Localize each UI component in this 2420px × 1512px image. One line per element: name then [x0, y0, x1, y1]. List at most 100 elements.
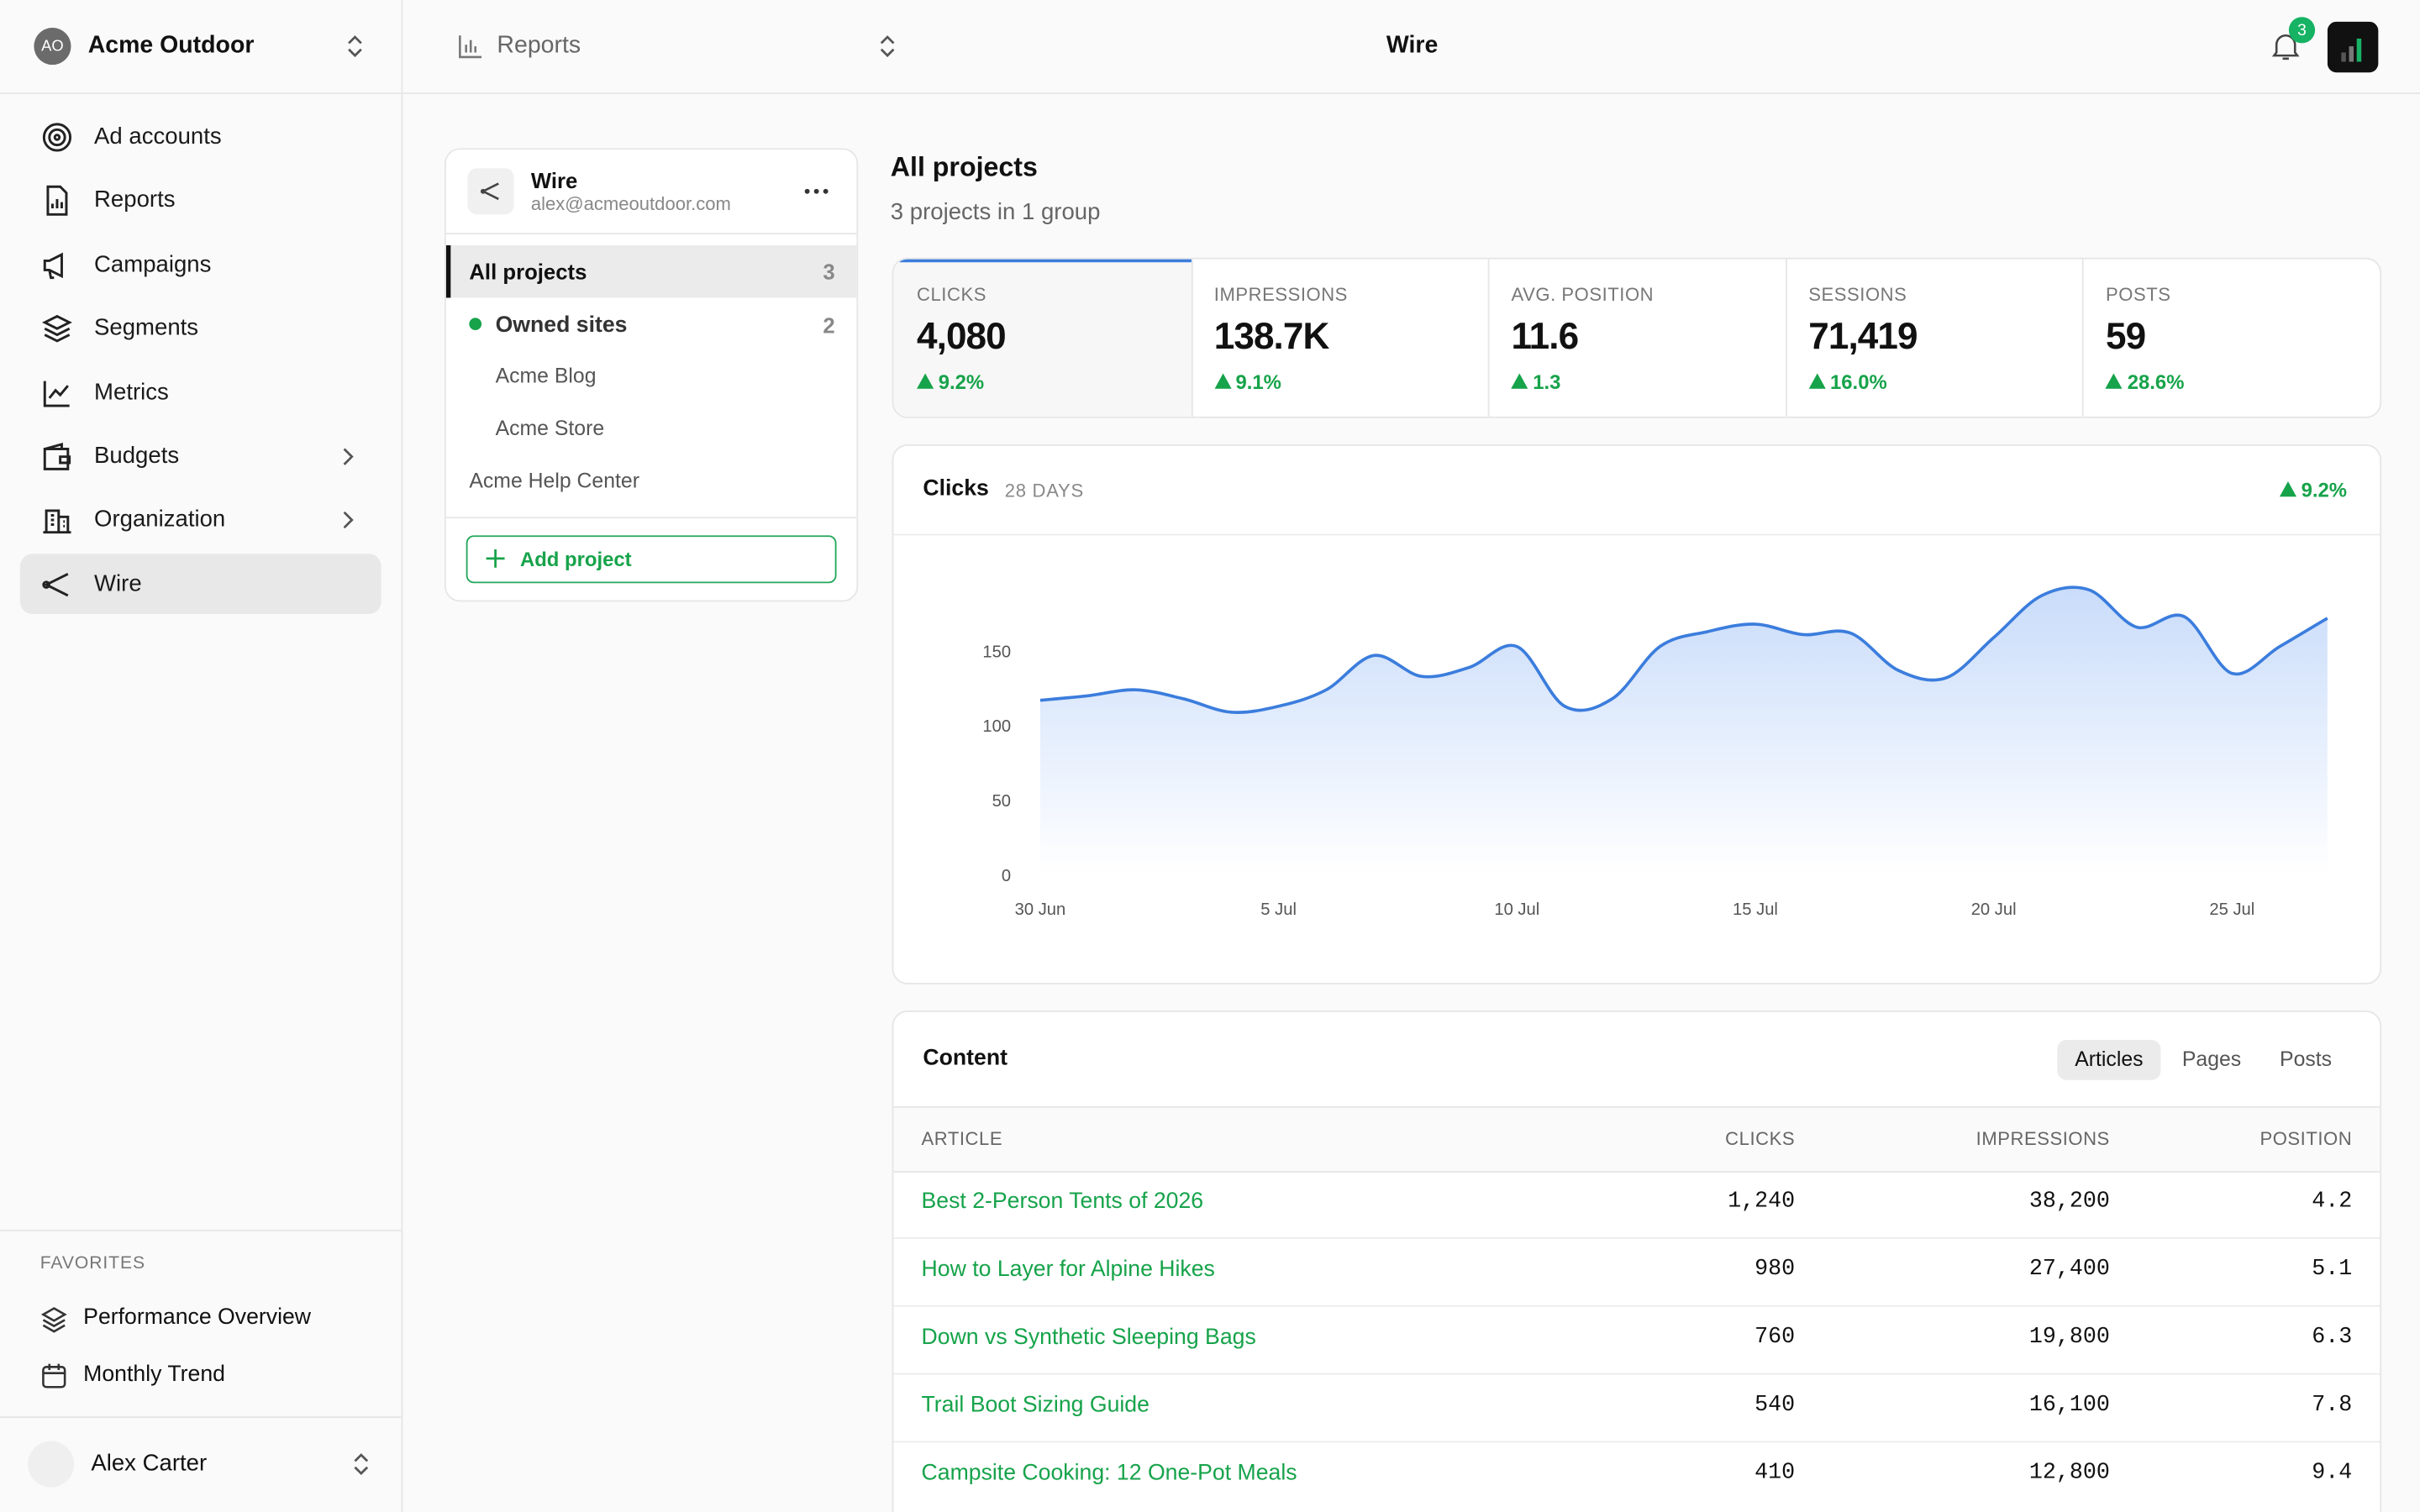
divider [893, 533, 2381, 536]
nav-item[interactable]: Campaigns [94, 251, 212, 278]
nav-icon [43, 510, 71, 534]
article-link[interactable]: Down vs Synthetic Sleeping Bags [921, 1325, 1256, 1351]
stat-change: 9.2% [938, 370, 985, 394]
workspace-switcher[interactable]: AO Acme Outdoor [0, 0, 402, 95]
article-link[interactable]: Trail Boot Sizing Guide [921, 1393, 1150, 1418]
table-cell: 1,240 [1728, 1189, 1796, 1215]
project-item[interactable]: Acme Help Center [469, 469, 639, 492]
divider [445, 233, 857, 235]
article-link[interactable]: Campsite Cooking: 12 One-Pot Meals [921, 1461, 1297, 1486]
stat-change: 28.6% [2127, 370, 2185, 394]
divider [0, 1229, 402, 1231]
tab-active-bg [2057, 1039, 2161, 1080]
breadcrumb[interactable]: Reports [497, 32, 581, 59]
content-card: Content Articles Pages Posts ARTICLE CLIC… [892, 1011, 2382, 1512]
column-header: IMPRESSIONS [1975, 1127, 2110, 1150]
group-dot [469, 318, 482, 331]
stat-value: 4,080 [917, 316, 1007, 359]
chevron-updown [348, 35, 362, 58]
y-tick-label: 50 [992, 792, 1011, 811]
table-cell: 27,400 [2028, 1257, 2110, 1283]
table-cell: 6.3 [2312, 1325, 2353, 1351]
up-arrow [2106, 373, 2123, 389]
all-projects-label: All projects [469, 259, 587, 284]
favorite-item[interactable]: Performance Overview [83, 1305, 312, 1331]
table-cell: 980 [1754, 1257, 1796, 1283]
article-link[interactable]: Best 2-Person Tents of 2026 [921, 1189, 1204, 1215]
all-projects-count: 3 [823, 259, 835, 284]
tab[interactable]: Posts [2280, 1047, 2333, 1071]
table-cell: 19,800 [2028, 1325, 2110, 1351]
project-item[interactable]: Acme Store [495, 416, 605, 440]
nav-item[interactable]: Ad accounts [94, 123, 222, 150]
table-cell: 12,800 [2028, 1461, 2110, 1486]
stat-change: 16.0% [1829, 370, 1887, 394]
project-item[interactable]: Acme Blog [495, 364, 597, 388]
workspace-name: Acme Outdoor [87, 32, 255, 59]
section-subtitle: 3 projects in 1 group [890, 198, 1101, 226]
all-projects-row[interactable] [445, 245, 857, 298]
x-tick-label: 25 Jul [2209, 900, 2254, 919]
y-tick-label: 100 [982, 717, 1011, 736]
workspace-avatar: AO [34, 28, 71, 66]
row-divider [893, 1305, 2381, 1307]
panel-email: alex@acmeoutdoor.com [530, 192, 731, 215]
nav-item[interactable]: Reports [94, 186, 176, 214]
user-avatar [28, 1441, 75, 1488]
stat-divider [1785, 259, 1787, 417]
divider [0, 1416, 402, 1418]
article-link[interactable]: How to Layer for Alpine Hikes [921, 1257, 1215, 1283]
table-cell: 540 [1754, 1393, 1796, 1418]
table-cell: 9.4 [2312, 1461, 2353, 1486]
x-tick-label: 10 Jul [1494, 900, 1539, 919]
nav-item[interactable]: Organization [94, 507, 226, 533]
stat-value: 71,419 [1808, 316, 1918, 359]
nav-item[interactable]: Metrics [94, 379, 169, 406]
table-header [893, 1105, 2381, 1173]
stat-value: 59 [2106, 316, 2146, 359]
group-label[interactable]: Owned sites [495, 312, 628, 339]
column-header: POSITION [2260, 1127, 2353, 1150]
stat-change: 1.3 [1533, 370, 1561, 394]
table-cell: 4.2 [2312, 1189, 2353, 1215]
app-icon[interactable] [2327, 21, 2379, 73]
divider [445, 517, 857, 519]
wire-icon [480, 182, 499, 201]
favorites-title: FAVORITES [39, 1254, 146, 1273]
x-tick-label: 5 Jul [1260, 900, 1297, 919]
bell-icon[interactable] [2270, 31, 2302, 62]
nav-icon [41, 315, 72, 343]
stat-active-bg [893, 259, 1192, 417]
plus-icon [486, 549, 505, 568]
chevron-updown [354, 1453, 369, 1476]
tab[interactable]: Articles [2075, 1047, 2144, 1071]
nav-item[interactable]: Budgets [94, 443, 180, 470]
project-panel: Wire alex@acmeoutdoor.com All projects 3… [444, 148, 859, 602]
stat-value: 11.6 [1511, 316, 1580, 359]
y-tick-label: 150 [982, 643, 1011, 661]
stat-divider [1191, 259, 1193, 417]
add-project-label: Add project [519, 548, 632, 571]
group-count: 2 [823, 312, 835, 339]
more-button[interactable] [804, 186, 829, 196]
user-name[interactable]: Alex Carter [91, 1450, 208, 1477]
up-arrow [2279, 481, 2297, 497]
nav-item[interactable]: Segments [94, 315, 199, 342]
x-tick-label: 15 Jul [1733, 900, 1778, 919]
stat-label: IMPRESSIONS [1213, 283, 1348, 306]
table-cell: 410 [1754, 1461, 1796, 1486]
nav-item[interactable]: Wire [94, 570, 142, 597]
stat-label: POSTS [2106, 283, 2171, 306]
table-cell: 760 [1754, 1325, 1796, 1351]
favorite-item[interactable]: Monthly Trend [83, 1362, 225, 1388]
reports-icon [459, 35, 482, 59]
tab[interactable]: Pages [2181, 1047, 2242, 1071]
nav-icon [46, 186, 68, 217]
chart-card: Clicks 28 DAYS 9.2% 0 50 100 150 30 Jun 5 Jul… [892, 444, 2382, 984]
add-project-button[interactable]: Add project [466, 535, 837, 584]
stat-divider [1487, 259, 1490, 417]
chart-period: 28 DAYS [1004, 480, 1084, 501]
nav-icon [43, 380, 70, 407]
content-title: Content [923, 1046, 1007, 1071]
row-divider [893, 1373, 2381, 1375]
